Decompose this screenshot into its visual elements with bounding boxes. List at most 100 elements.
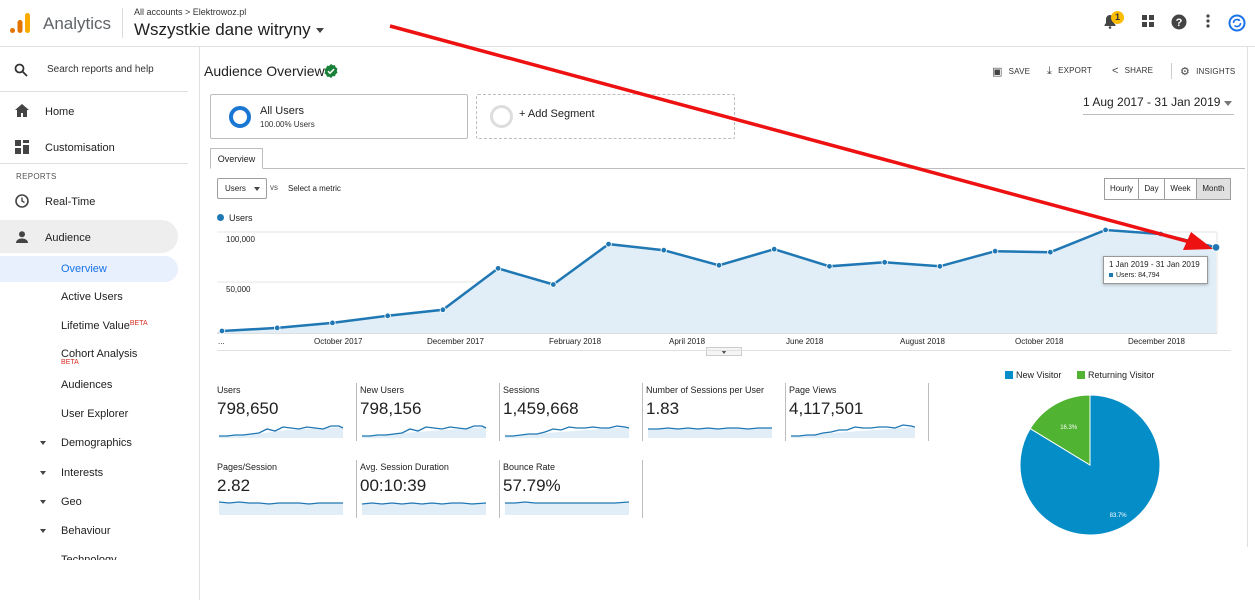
tab-overview[interactable]: Overview — [210, 148, 263, 169]
expand-triangle-icon[interactable] — [40, 441, 46, 445]
sidebar-subitem-overview[interactable]: Overview — [61, 263, 107, 275]
metric-card-avg-session-duration[interactable]: Avg. Session Duration 00:10:39 — [360, 460, 500, 518]
metric-card-pages-per-session[interactable]: Pages/Session 2.82 — [217, 460, 357, 518]
header-divider — [122, 8, 123, 38]
sidebar-item-audience[interactable]: Audience — [0, 230, 188, 248]
data-point[interactable] — [329, 319, 336, 327]
property-selector[interactable]: Wszystkie dane witryny — [134, 20, 324, 40]
metric-card-sessions-per-user[interactable]: Number of Sessions per User 1.83 — [646, 383, 786, 441]
share-icon: < — [1112, 65, 1119, 77]
help-icon[interactable]: ? — [1170, 14, 1188, 32]
metric-card-users[interactable]: Users 798,650 — [217, 383, 357, 441]
sidebar-subitem-user-explorer[interactable]: User Explorer — [61, 408, 129, 420]
data-point[interactable] — [991, 247, 999, 255]
data-point[interactable] — [660, 246, 667, 254]
sidebar-subitem-behaviour[interactable]: Behaviour — [61, 525, 111, 537]
chart-tooltip: 1 Jan 2019 - 31 Jan 2019 Users: 84,794 — [1103, 256, 1208, 284]
collapse-chart-button[interactable] — [706, 347, 742, 356]
scrollbar-track[interactable] — [1247, 47, 1248, 547]
search-reports[interactable]: Search reports and help — [14, 63, 154, 80]
metric-select[interactable]: Users — [217, 178, 267, 199]
legend-users-label: Users — [229, 213, 253, 223]
data-point[interactable] — [384, 312, 391, 320]
sidebar-subitem-audiences[interactable]: Audiences — [61, 379, 113, 391]
sidebar-subitem-geo[interactable]: Geo — [61, 496, 82, 508]
metric-value: 00:10:39 — [360, 476, 427, 495]
pie-legend-returning-visitor: Returning Visitor — [1077, 370, 1154, 380]
metric-value: 57.79% — [503, 476, 561, 495]
metric-value: 2.82 — [217, 476, 251, 495]
save-button[interactable]: ▣ SAVE — [992, 65, 1030, 78]
pie-data-label: 83.7% — [1110, 513, 1128, 519]
granularity-hourly[interactable]: Hourly — [1104, 178, 1139, 200]
account-sync-icon[interactable] — [1228, 14, 1246, 32]
expand-triangle-icon[interactable] — [40, 471, 46, 475]
apps-grid-icon[interactable] — [1139, 14, 1157, 32]
legend-swatch — [1077, 371, 1085, 379]
legend-swatch — [1005, 371, 1013, 379]
chevron-down-icon — [254, 187, 260, 191]
sparkline — [505, 501, 630, 515]
export-button[interactable]: ⤓ EXPORT — [1047, 65, 1092, 78]
data-point[interactable] — [218, 327, 226, 335]
sidebar-subitem-interests[interactable]: Interests — [61, 467, 104, 479]
sparkline — [505, 425, 630, 438]
pie-legend-label: Returning Visitor — [1088, 370, 1155, 380]
notification-badge: 1 — [1111, 11, 1124, 24]
vs-label: vs — [270, 183, 278, 192]
data-point[interactable] — [881, 259, 888, 266]
sidebar-item-home[interactable]: Home — [0, 104, 188, 122]
data-point[interactable] — [936, 263, 944, 270]
share-button[interactable]: < SHARE — [1112, 65, 1153, 77]
metric-card-sessions[interactable]: Sessions 1,459,668 — [503, 383, 643, 441]
metric-label: Number of Sessions per User — [646, 385, 765, 395]
granularity-week[interactable]: Week — [1165, 178, 1197, 200]
expand-triangle-icon[interactable] — [40, 529, 46, 533]
metric-label: New Users — [360, 385, 405, 395]
expand-triangle-icon[interactable] — [40, 500, 46, 504]
data-point[interactable] — [826, 263, 833, 270]
date-range-picker[interactable]: 1 Aug 2017 - 31 Jan 2019 — [1083, 95, 1234, 115]
segment-ring-icon — [229, 106, 251, 128]
sparkline — [219, 425, 344, 438]
data-point[interactable] — [715, 262, 723, 269]
data-point[interactable] — [605, 240, 612, 248]
breadcrumb[interactable]: All accounts > Elektrowoz.pl — [134, 7, 247, 17]
metric-card-new-users[interactable]: New Users 798,156 — [360, 383, 500, 441]
sidebar-item-customisation[interactable]: Customisation — [0, 140, 188, 158]
insights-label: INSIGHTS — [1196, 67, 1236, 76]
metric-value: 798,650 — [217, 399, 279, 418]
pie-slice-returning-visitor[interactable] — [1029, 394, 1091, 466]
sidebar-subitem-lifetime-value[interactable]: Lifetime ValueBETA — [61, 320, 148, 332]
select-metric-link[interactable]: Select a metric — [288, 184, 341, 193]
data-point[interactable] — [494, 265, 502, 272]
overview-highlight — [0, 256, 178, 282]
sidebar-subitem-demographics[interactable]: Demographics — [61, 437, 132, 449]
sidebar-subitem-cohort[interactable]: Cohort Analysis — [61, 348, 138, 360]
add-segment-button[interactable]: + Add Segment — [476, 94, 735, 139]
data-point[interactable] — [550, 281, 557, 288]
data-point[interactable] — [1102, 226, 1109, 234]
data-point[interactable] — [1047, 248, 1054, 256]
granularity-day[interactable]: Day — [1139, 178, 1165, 200]
sidebar-subitem-active-users[interactable]: Active Users — [61, 291, 123, 303]
sidebar-subitem-technology[interactable]: Technology — [61, 554, 117, 560]
page-title: Audience Overview — [204, 63, 325, 79]
metric-card-bounce-rate[interactable]: Bounce Rate 57.79% — [503, 460, 643, 518]
more-vert-icon[interactable] — [1199, 14, 1217, 32]
analytics-logo-icon[interactable] — [9, 12, 31, 34]
sparkline — [218, 501, 343, 515]
granularity-month[interactable]: Month — [1197, 178, 1231, 200]
segment-all-users[interactable]: All Users 100.00% Users — [210, 94, 468, 139]
metric-card-page-views[interactable]: Page Views 4,117,501 — [789, 383, 929, 441]
data-point[interactable] — [1211, 243, 1221, 252]
x-tick-label: June 2018 — [786, 337, 824, 346]
data-point[interactable] — [439, 306, 447, 313]
data-point[interactable] — [274, 324, 281, 332]
data-point[interactable] — [1157, 230, 1164, 238]
data-point[interactable] — [771, 245, 778, 253]
sidebar-item-realtime[interactable]: Real-Time — [0, 194, 188, 212]
segment-name: All Users — [260, 105, 305, 117]
sidebar: Search reports and help Home Customisati… — [0, 47, 200, 600]
insights-button[interactable]: ⚙ INSIGHTS — [1180, 65, 1235, 78]
